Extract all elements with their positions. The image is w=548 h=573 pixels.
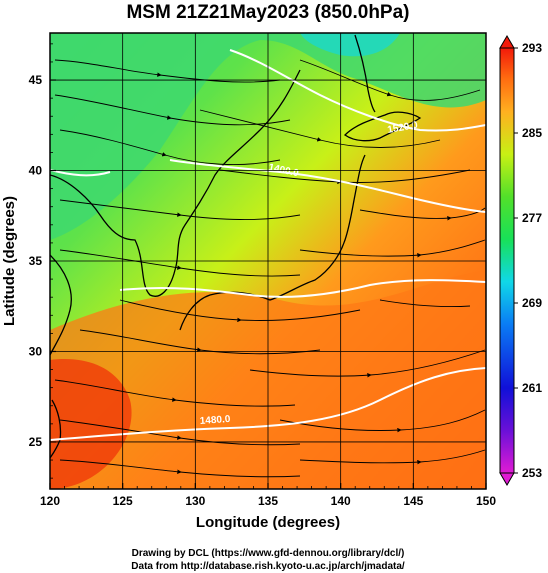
colorbar-tick-label-261: 261 bbox=[522, 381, 542, 395]
x-tick-label-130: 130 bbox=[185, 494, 205, 508]
colorbar-bottom-arrow bbox=[499, 472, 515, 486]
land-coast-china bbox=[50, 254, 72, 356]
credit-drawing: Drawing by DCL (https://www.gfd-dennou.o… bbox=[132, 548, 405, 559]
y-tick-label-40: 40 bbox=[29, 164, 43, 178]
y-tick-label-30: 30 bbox=[29, 344, 43, 358]
land-hokkaido bbox=[343, 111, 422, 142]
land-sakhalin bbox=[354, 34, 376, 113]
contour-label-1480: 1480.0 bbox=[199, 414, 231, 427]
y-tick-label-35: 35 bbox=[29, 254, 43, 268]
credit-data: Data from http://database.rish.kyoto-u.a… bbox=[131, 561, 405, 572]
colorbar-tick-label-293: 293 bbox=[522, 41, 542, 55]
x-axis-title: Longitude (degrees) bbox=[196, 514, 340, 531]
height-contours bbox=[50, 49, 486, 441]
land-korea-china bbox=[50, 69, 301, 297]
x-tick-label-140: 140 bbox=[331, 494, 351, 508]
y-tick-label-45: 45 bbox=[29, 73, 43, 87]
y-axis-ticks: 25 30 35 40 45 bbox=[29, 43, 56, 479]
colorbar-top-arrow bbox=[499, 35, 515, 49]
x-tick-label-145: 145 bbox=[403, 494, 423, 508]
x-axis-ticks: 120 125 130 135 140 145 150 bbox=[40, 483, 496, 508]
x-tick-label-120: 120 bbox=[40, 494, 60, 508]
colorbar-ticks: 253 261 269 277 285 293 bbox=[514, 41, 542, 480]
contour-label-1520: 1520.0 bbox=[387, 120, 419, 136]
colorbar-tick-label-269: 269 bbox=[522, 296, 542, 310]
colorbar-tick-label-277: 277 bbox=[522, 211, 542, 225]
y-axis-title: Latitude (degrees) bbox=[1, 196, 18, 326]
x-tick-label-150: 150 bbox=[476, 494, 496, 508]
colorbar-tick-label-253: 253 bbox=[522, 466, 542, 480]
x-tick-label-135: 135 bbox=[258, 494, 278, 508]
x-tick-label-125: 125 bbox=[113, 494, 133, 508]
map-title: MSM 21Z21May2023 (850.0hPa) bbox=[126, 2, 409, 23]
y-tick-label-25: 25 bbox=[29, 435, 43, 449]
land-japan bbox=[179, 154, 366, 331]
coldest-region bbox=[300, 33, 400, 57]
colorbar-tick-label-285: 285 bbox=[522, 126, 542, 140]
plot-area: 1400.0 1520.0 1480.0 bbox=[50, 33, 486, 489]
colorbar: 253 261 269 277 285 293 bbox=[499, 35, 542, 486]
streamlines bbox=[54, 59, 486, 478]
colorbar-bar bbox=[499, 47, 515, 474]
cool-region bbox=[50, 33, 486, 240]
gridlines bbox=[50, 33, 486, 489]
